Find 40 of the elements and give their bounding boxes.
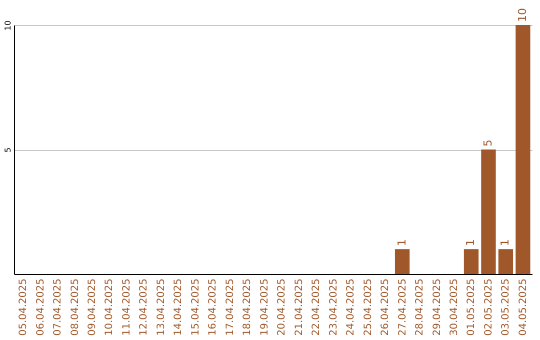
x-tick-label: 21.04.2025 <box>294 278 305 336</box>
x-tick-label: 29.04.2025 <box>432 278 443 336</box>
x-tick-label: 27.04.2025 <box>397 278 408 336</box>
x-tick-label: 22.04.2025 <box>311 278 322 336</box>
bar <box>498 249 514 274</box>
x-tick-label: 13.04.2025 <box>156 278 167 336</box>
data-label: 1 <box>395 239 408 246</box>
bar <box>464 249 479 274</box>
x-tick-label: 03.05.2025 <box>500 278 512 336</box>
x-tick-label: 19.04.2025 <box>259 278 270 336</box>
data-label: 1 <box>464 239 478 246</box>
x-tick-label: 05.04.2025 <box>18 278 30 336</box>
x-tick-label: 08.04.2025 <box>70 278 81 336</box>
bar <box>516 25 530 274</box>
data-label: 5 <box>481 140 494 146</box>
x-tick-label: 12.04.2025 <box>138 278 150 336</box>
x-tick-label: 24.04.2025 <box>346 278 357 336</box>
data-label: 1 <box>498 239 512 246</box>
x-tick-label: 25.04.2025 <box>362 278 374 336</box>
x-tick-label: 09.04.2025 <box>87 278 98 336</box>
x-tick-label: 06.04.2025 <box>35 278 46 336</box>
x-tick-label: 23.04.2025 <box>328 278 340 336</box>
x-tick-label: 28.04.2025 <box>414 278 426 336</box>
data-label: 10 <box>516 8 529 22</box>
x-tick-label: 04.05.2025 <box>518 278 529 336</box>
x-tick-label: 02.05.2025 <box>483 278 494 336</box>
x-tick-label: 01.05.2025 <box>466 278 478 336</box>
x-tick-label: 07.04.2025 <box>52 278 64 336</box>
x-tick-label: 10.04.2025 <box>104 278 116 336</box>
x-tick-label: 16.04.2025 <box>208 278 219 336</box>
x-tick-label: 18.04.2025 <box>242 278 254 336</box>
x-tick-label: 20.04.2025 <box>276 278 288 336</box>
x-tick-label: 17.04.2025 <box>224 278 236 336</box>
x-tick-label: 26.04.2025 <box>380 278 392 336</box>
x-tick-label: 14.04.2025 <box>173 278 184 336</box>
x-tick-label: 11.04.2025 <box>121 278 132 336</box>
bar <box>394 249 410 274</box>
bar <box>481 150 496 274</box>
x-tick-label: 15.04.2025 <box>190 278 202 336</box>
x-tick-label: 30.04.2025 <box>449 278 460 336</box>
